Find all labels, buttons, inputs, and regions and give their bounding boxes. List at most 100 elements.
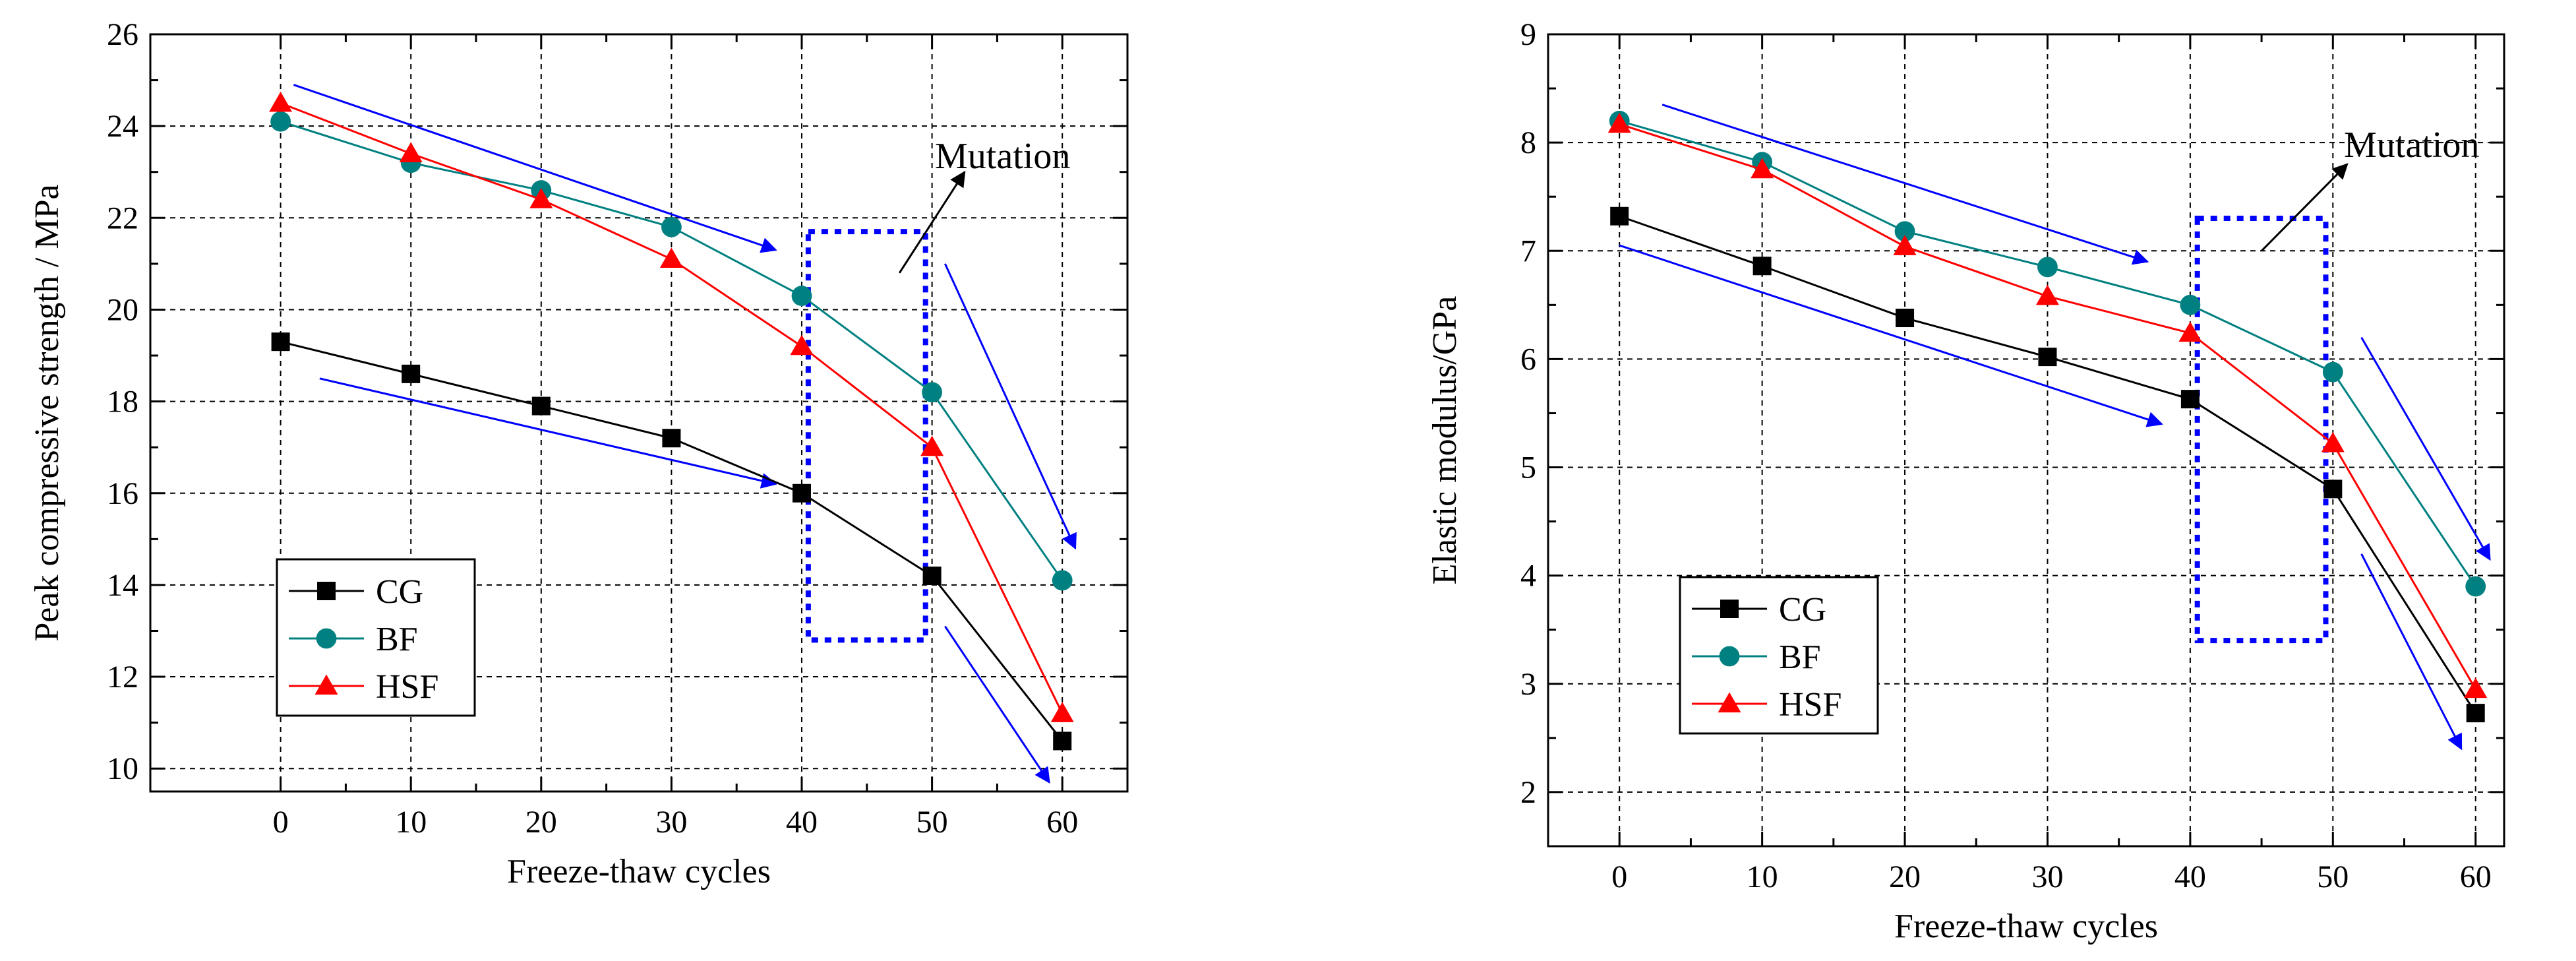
y-tick-label: 5 <box>1520 450 1536 485</box>
data-point-bf <box>922 382 942 403</box>
series-cg <box>271 332 1072 751</box>
y-tick-label: 7 <box>1520 233 1536 268</box>
y-tick-label: 20 <box>107 292 138 327</box>
trend-arrow <box>1662 104 2149 265</box>
x-tick-label: 30 <box>2031 859 2063 894</box>
data-point-cg <box>2323 480 2343 499</box>
y-tick-label: 26 <box>107 17 138 52</box>
data-point-hsf <box>1607 112 1631 133</box>
data-point-hsf <box>1751 158 1774 179</box>
mutation-label: Mutation <box>935 136 1070 177</box>
data-point-hsf <box>790 334 814 356</box>
x-tick-label: 30 <box>655 805 687 840</box>
data-point-bf <box>1894 221 1915 242</box>
data-point-cg <box>402 364 421 383</box>
data-point-cg <box>1896 309 1915 328</box>
trend-arrow <box>293 84 777 253</box>
data-point-bf <box>791 286 812 306</box>
data-point-bf <box>2037 257 2058 278</box>
annotations: Mutation <box>1619 104 2491 751</box>
annotations: Mutation <box>293 84 1077 784</box>
y-tick-label: 9 <box>1520 17 1536 52</box>
data-point-cg <box>2466 704 2485 723</box>
x-tick-label: 0 <box>1611 859 1627 894</box>
data-point-hsf <box>2035 284 2059 305</box>
trend-arrow <box>319 377 777 489</box>
x-axis-label: Freeze-thaw cycles <box>1894 908 2158 945</box>
mutation-box <box>2194 216 2329 644</box>
y-tick-label: 10 <box>107 751 138 786</box>
mutation-label: Mutation <box>2344 125 2479 166</box>
x-tick-label: 60 <box>2460 859 2492 894</box>
data-point-hsf <box>399 142 423 163</box>
y-tick-label: 14 <box>107 568 138 603</box>
data-point-cg <box>922 566 942 585</box>
x-axis-label: Freeze-thaw cycles <box>507 853 771 890</box>
mutation-pointer-arrow <box>2261 163 2349 252</box>
data-point-bf <box>2465 576 2486 597</box>
y-tick-label: 3 <box>1520 667 1536 702</box>
data-point-cg <box>531 396 551 416</box>
data-point-hsf <box>1050 702 1074 722</box>
y-tick-label: 6 <box>1520 342 1536 377</box>
trend-arrow <box>1619 244 2163 427</box>
series-hsf <box>1607 112 2488 698</box>
right-chart: 0 10 20 30 40 50 60 2 3 4 5 6 7 8 9 Freeze-thaw cycles E… <box>1426 17 2505 945</box>
legend-label-bf: BF <box>1779 638 1821 676</box>
data-point-cg <box>662 429 681 448</box>
data-point-cg <box>1610 206 1629 226</box>
data-point-hsf <box>659 247 683 268</box>
mutation-box <box>805 229 928 643</box>
x-tick-label: 50 <box>916 805 948 840</box>
data-point-cg <box>793 483 811 503</box>
data-point-hsf <box>2178 321 2202 342</box>
mutation-pointer-arrow <box>898 170 966 274</box>
legend-marker-bf <box>316 628 337 649</box>
data-point-bf <box>661 216 682 237</box>
y-tick-label: 4 <box>1520 559 1536 594</box>
legend: CG BF HSF <box>276 558 476 717</box>
data-point-hsf <box>529 187 553 208</box>
series-bf <box>270 111 1073 591</box>
legend-label-cg: CG <box>1779 591 1826 629</box>
plot-frame <box>149 33 1129 793</box>
data-point-hsf <box>920 435 944 456</box>
x-tick-label: 10 <box>395 805 427 840</box>
series-cg <box>1610 206 2485 723</box>
legend-label-hsf: HSF <box>376 668 438 706</box>
y-tick-label: 12 <box>107 660 138 695</box>
data-point-bf <box>2180 294 2201 315</box>
data-point-bf <box>270 111 291 132</box>
data-point-hsf <box>2464 677 2488 698</box>
x-tick-label: 20 <box>1889 859 1921 894</box>
data-point-hsf <box>1893 235 1917 255</box>
series-hsf <box>269 91 1074 722</box>
trend-arrow <box>2360 336 2491 561</box>
y-axis-label: Elastic modulus/GPa <box>1426 296 1464 585</box>
legend-label-bf: BF <box>376 621 418 658</box>
trend-arrow <box>944 625 1050 784</box>
data-point-bf <box>2322 361 2343 383</box>
x-tick-label: 40 <box>786 805 818 840</box>
legend-marker-bf <box>1719 646 1740 667</box>
data-point-cg <box>2038 348 2057 367</box>
legend-marker-cg <box>317 582 336 600</box>
y-axis-label: Peak compressive strength / MPa <box>28 184 66 641</box>
x-tick-label: 50 <box>2317 859 2349 894</box>
plot-frame <box>1547 33 2505 848</box>
data-point-cg <box>1053 731 1072 751</box>
data-point-bf <box>1052 570 1073 591</box>
legend-label-hsf: HSF <box>1779 686 1842 724</box>
legend-marker-cg <box>1720 600 1739 618</box>
y-tick-label: 8 <box>1520 125 1536 160</box>
legend-label-cg: CG <box>376 573 423 611</box>
trend-arrow <box>2360 553 2463 751</box>
y-tick-label: 18 <box>107 385 138 419</box>
data-point-hsf <box>269 91 293 112</box>
legend: CG BF HSF <box>1679 576 1879 735</box>
data-point-cg <box>2180 390 2200 409</box>
x-tick-label: 40 <box>2174 859 2206 894</box>
x-tick-label: 20 <box>525 805 557 840</box>
data-point-cg <box>1752 257 1772 276</box>
